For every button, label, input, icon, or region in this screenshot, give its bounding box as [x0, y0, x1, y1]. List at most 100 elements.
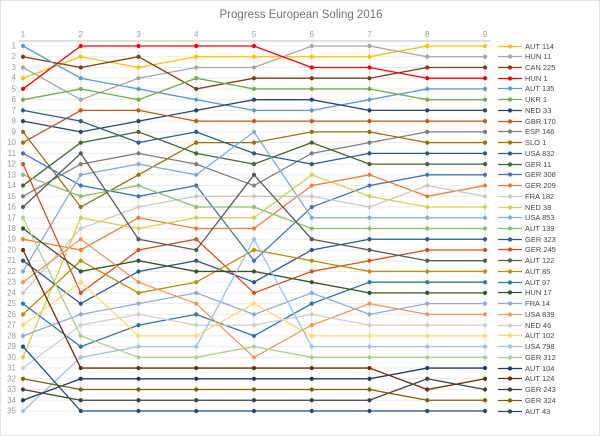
- series-ger-209: [20, 172, 488, 253]
- data-point: [309, 301, 314, 306]
- data-point: [251, 119, 257, 124]
- x-tick-label: 8: [425, 30, 430, 39]
- data-point: [194, 140, 199, 145]
- data-point: [482, 172, 488, 177]
- data-point: [425, 108, 430, 113]
- data-point: [425, 333, 430, 338]
- legend-item: GER 323: [498, 234, 556, 244]
- data-point: [20, 312, 26, 317]
- data-point: [482, 365, 488, 371]
- data-point: [367, 333, 372, 338]
- data-point: [136, 323, 141, 328]
- legend-item: GER 324: [498, 395, 556, 405]
- data-point: [20, 365, 26, 371]
- data-point: [20, 323, 26, 328]
- data-point: [20, 204, 26, 210]
- y-tick-label: 28: [7, 331, 16, 340]
- series-ger-11: [20, 129, 488, 188]
- data-point: [194, 247, 199, 253]
- data-point: [367, 172, 372, 177]
- data-point: [309, 183, 314, 188]
- data-point: [425, 183, 430, 188]
- data-point: [482, 301, 488, 306]
- data-point: [78, 323, 83, 328]
- y-tick-label: 6: [12, 95, 17, 104]
- data-point: [482, 215, 488, 220]
- series-usa-853: [20, 129, 488, 274]
- legend-label: GER 312: [525, 352, 556, 362]
- legend-label: HUN 17: [525, 288, 552, 298]
- data-point: [136, 65, 141, 70]
- data-point: [194, 290, 199, 296]
- legend-item: CAN 225: [498, 62, 555, 72]
- series-aut-124: [20, 247, 488, 392]
- data-point: [482, 86, 488, 92]
- legend-label: NED 38: [525, 202, 552, 212]
- data-point: [20, 183, 26, 188]
- legend-item: ESP 146: [498, 127, 554, 137]
- data-point: [367, 43, 372, 49]
- legend-swatch-icon: [498, 97, 522, 102]
- data-point: [309, 247, 314, 253]
- data-point: [367, 398, 372, 403]
- series-aut-97: [20, 280, 488, 349]
- data-point: [136, 204, 141, 210]
- data-point: [367, 194, 372, 199]
- x-tick-label: 1: [21, 30, 26, 39]
- data-point: [136, 108, 141, 113]
- y-tick-label: 10: [7, 138, 16, 147]
- data-point: [367, 258, 372, 263]
- data-point: [425, 398, 430, 403]
- data-point: [251, 312, 257, 317]
- data-point: [251, 226, 257, 231]
- data-point: [136, 269, 141, 274]
- data-point: [251, 301, 257, 306]
- series-usa-798: [20, 237, 488, 414]
- data-point: [482, 151, 488, 156]
- data-point: [136, 226, 141, 231]
- data-point: [367, 215, 372, 220]
- data-point: [78, 43, 83, 49]
- data-point: [251, 161, 257, 167]
- data-point: [367, 290, 372, 296]
- legend-label: GER 323: [525, 234, 556, 244]
- legend-swatch-icon: [498, 333, 522, 338]
- series-aut-104: [20, 365, 488, 403]
- legend-label: AUT 104: [525, 363, 555, 373]
- legend-item: GER 245: [498, 245, 556, 255]
- legend-item: USA 853: [498, 213, 555, 223]
- series-aut-139: [20, 172, 488, 231]
- data-point: [194, 376, 199, 381]
- data-point: [309, 97, 314, 102]
- series-hun-1: [20, 43, 488, 92]
- data-point: [136, 86, 141, 92]
- legend-item: AUT 97: [498, 277, 550, 287]
- data-point: [309, 172, 314, 177]
- data-point: [20, 76, 26, 81]
- series-ned-46: [20, 312, 488, 371]
- legend-item: NED 33: [498, 105, 551, 115]
- data-point: [78, 86, 83, 92]
- data-point: [136, 333, 141, 338]
- data-point: [78, 280, 83, 285]
- legend-label: GER 308: [525, 170, 556, 180]
- legend-item: AUT 139: [498, 224, 554, 234]
- legend-label: AUT 97: [525, 277, 551, 287]
- data-point: [482, 355, 488, 360]
- data-point: [136, 172, 141, 177]
- data-point: [194, 204, 199, 210]
- data-point: [20, 140, 26, 145]
- data-point: [78, 140, 83, 145]
- data-point: [136, 161, 141, 167]
- data-point: [367, 86, 372, 92]
- x-tick-label: 3: [136, 30, 141, 39]
- data-point: [425, 161, 430, 167]
- data-point: [20, 226, 26, 231]
- legend-label: USA 839: [525, 309, 555, 319]
- y-tick-label: 18: [7, 224, 16, 233]
- data-point: [136, 355, 141, 360]
- data-point: [482, 258, 488, 263]
- data-point: [136, 365, 141, 371]
- data-point: [425, 140, 430, 145]
- series-hun-17: [20, 226, 488, 296]
